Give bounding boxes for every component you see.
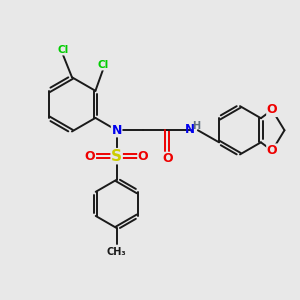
Text: O: O (85, 150, 95, 163)
Text: O: O (267, 103, 278, 116)
Text: S: S (111, 149, 122, 164)
Text: O: O (267, 144, 278, 157)
Text: O: O (162, 152, 172, 165)
Text: N: N (185, 123, 195, 136)
Text: N: N (111, 124, 122, 137)
Text: Cl: Cl (97, 60, 108, 70)
Text: H: H (192, 121, 200, 131)
Text: O: O (138, 150, 148, 163)
Text: Cl: Cl (58, 45, 69, 55)
Text: CH₃: CH₃ (107, 247, 126, 256)
